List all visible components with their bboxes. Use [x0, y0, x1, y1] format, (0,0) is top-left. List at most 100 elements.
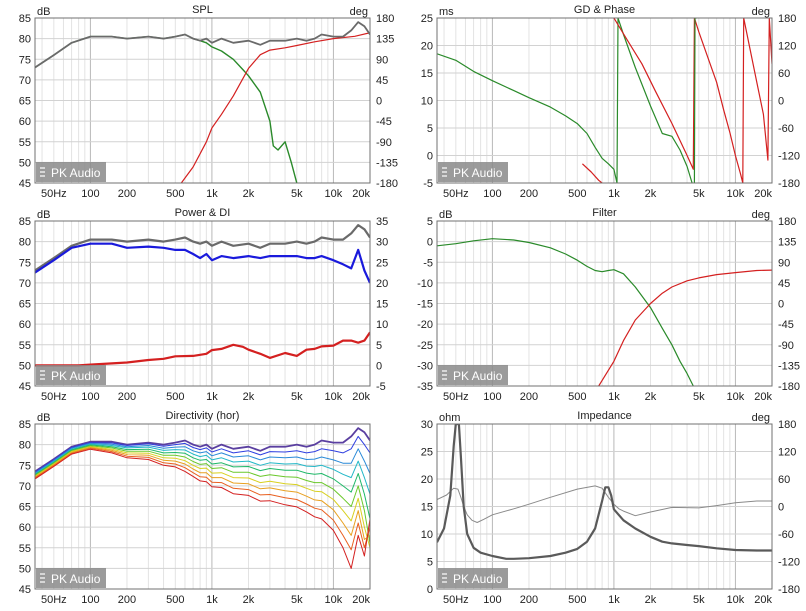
- x-tick-label-7: 10k: [727, 188, 745, 200]
- x-tick-label-4: 1k: [206, 594, 218, 606]
- y-tick-label-7: 0: [427, 237, 433, 249]
- y-axis-label: ohm: [439, 412, 460, 424]
- chart-panel-5: Impedance ohm deg 0 5 10 15 20 25 30 -180 -120 -60 0 6…: [421, 410, 800, 606]
- watermark-badge: PK Audio: [36, 568, 106, 588]
- x-tick-label-6: 5k: [291, 188, 303, 200]
- y-tick-label-1: 50: [19, 563, 31, 575]
- x-tick-label-1: 100: [81, 391, 99, 403]
- y-tick-label-3: 60: [19, 319, 31, 331]
- watermark-bg: [438, 568, 508, 588]
- series-line-1: [581, 163, 603, 183]
- series-group: [437, 18, 772, 183]
- series-line-3: [693, 18, 697, 183]
- plot-frame: [34, 17, 371, 184]
- x-tick-label-1: 100: [483, 188, 501, 200]
- x-tick-label-0: 50Hz: [443, 391, 469, 403]
- x-tick-label-6: 5k: [693, 188, 705, 200]
- y2-tick-label-8: 180: [778, 216, 796, 228]
- y2-tick-label-3: 10: [376, 319, 388, 331]
- watermark-bg: [438, 162, 508, 182]
- y-tick-label-3: 15: [421, 502, 433, 514]
- x-tick-label-5: 2k: [243, 188, 255, 200]
- watermark-badge: PK Audio: [36, 365, 106, 385]
- y2-tick-label-7: 135: [376, 34, 394, 46]
- y2-tick-label-6: 90: [376, 54, 388, 66]
- y-tick-label-3: 60: [19, 116, 31, 128]
- y-tick-label-4: 65: [19, 96, 31, 108]
- y2-tick-label-5: 45: [778, 278, 790, 290]
- watermark-bg: [438, 365, 508, 385]
- y-tick-label-5: -10: [417, 278, 433, 290]
- y-tick-label-1: 5: [427, 557, 433, 569]
- x-tick-label-3: 500: [166, 594, 184, 606]
- y-tick-label-4: -15: [417, 299, 433, 311]
- x-tick-label-1: 100: [483, 594, 501, 606]
- x-tick-label-4: 1k: [206, 188, 218, 200]
- y-tick-label-5: 70: [19, 481, 31, 493]
- series-group: [35, 21, 370, 183]
- chart-title: Filter: [592, 207, 617, 219]
- y-tick-label-8: 85: [19, 419, 31, 431]
- x-tick-label-3: 500: [166, 391, 184, 403]
- x-tick-label-6: 5k: [291, 391, 303, 403]
- x-tick-label-3: 500: [568, 391, 586, 403]
- series-line-2: [613, 18, 772, 183]
- series-line-1: [35, 435, 370, 473]
- x-tick-label-7: 10k: [325, 594, 343, 606]
- series-group: [35, 224, 370, 367]
- chart-title: GD & Phase: [574, 4, 635, 16]
- watermark-bg: [36, 568, 106, 588]
- series-line-0: [35, 224, 370, 272]
- plot-frame: [436, 17, 773, 184]
- x-tick-label-0: 50Hz: [443, 594, 469, 606]
- x-tick-label-2: 200: [118, 391, 136, 403]
- y-tick-label-0: -5: [423, 178, 433, 190]
- x-tick-label-6: 5k: [693, 594, 705, 606]
- series-line-2: [35, 21, 370, 69]
- watermark-badge: PK Audio: [438, 365, 508, 385]
- watermark-badge: PK Audio: [438, 162, 508, 182]
- series-group: [35, 427, 370, 569]
- x-tick-label-8: 20k: [754, 594, 772, 606]
- y-tick-label-0: 45: [19, 381, 31, 393]
- y2-tick-label-2: -60: [778, 123, 794, 135]
- y2-axis-label: deg: [752, 6, 770, 18]
- y-tick-label-8: 85: [19, 216, 31, 228]
- y-tick-label-5: 20: [421, 41, 433, 53]
- y-tick-label-4: 65: [19, 299, 31, 311]
- chart-title: SPL: [192, 4, 213, 16]
- x-tick-label-4: 1k: [608, 188, 620, 200]
- y2-tick-label-6: 180: [778, 419, 796, 431]
- y-tick-label-3: 60: [19, 522, 31, 534]
- x-tick-label-2: 200: [118, 594, 136, 606]
- y-tick-label-1: 50: [19, 157, 31, 169]
- y-tick-label-4: 20: [421, 474, 433, 486]
- x-tick-label-3: 500: [568, 594, 586, 606]
- y-tick-label-2: 55: [19, 543, 31, 555]
- y-tick-label-5: 70: [19, 278, 31, 290]
- series-line-5: [35, 445, 370, 544]
- y-tick-label-6: -5: [423, 257, 433, 269]
- watermark-badge: PK Audio: [36, 162, 106, 182]
- y2-tick-label-1: 0: [376, 360, 382, 372]
- y-tick-label-7: 80: [19, 440, 31, 452]
- series-line-9: [35, 448, 370, 569]
- y2-tick-label-1: -135: [376, 157, 398, 169]
- y2-tick-label-2: -60: [778, 529, 794, 541]
- y-tick-label-2: 55: [19, 137, 31, 149]
- watermark-text: PK Audio: [453, 166, 503, 180]
- series-line-7: [35, 447, 370, 540]
- y-tick-label-6: 75: [19, 257, 31, 269]
- y-tick-label-7: 80: [19, 34, 31, 46]
- x-tick-label-6: 5k: [693, 391, 705, 403]
- y-tick-label-0: -35: [417, 381, 433, 393]
- y-tick-label-4: 65: [19, 502, 31, 514]
- y2-tick-label-0: -180: [778, 178, 800, 190]
- y-tick-label-4: 15: [421, 68, 433, 80]
- x-tick-label-0: 50Hz: [41, 391, 67, 403]
- y-tick-label-2: 10: [421, 529, 433, 541]
- y2-tick-label-3: -45: [778, 319, 794, 331]
- chart-panel-4: Directivity (hor) dB 45 50 55 60 65 70 75 80 85 50H…: [19, 410, 371, 606]
- watermark-badge: PK Audio: [438, 568, 508, 588]
